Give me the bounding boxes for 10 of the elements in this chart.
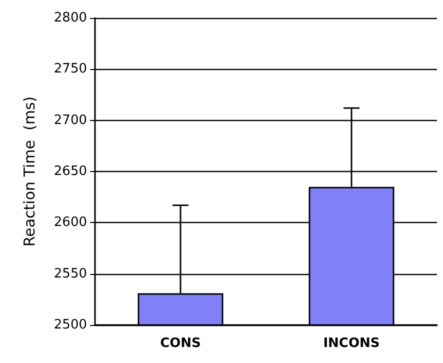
y-tick-label: 2500 <box>54 318 87 332</box>
x-tick-label: INCONS <box>323 336 380 351</box>
y-tick-label: 2550 <box>54 266 87 282</box>
x-tick-label: CONS <box>160 336 201 351</box>
y-axis-title: Reaction Time (ms) <box>20 96 38 247</box>
y-tick-label: 2800 <box>54 10 87 26</box>
y-tick-label: 2600 <box>54 215 87 230</box>
y-tick-label: 2750 <box>54 62 87 77</box>
y-tick-label: 2650 <box>54 164 87 179</box>
y-tick-label: 2700 <box>54 112 87 128</box>
